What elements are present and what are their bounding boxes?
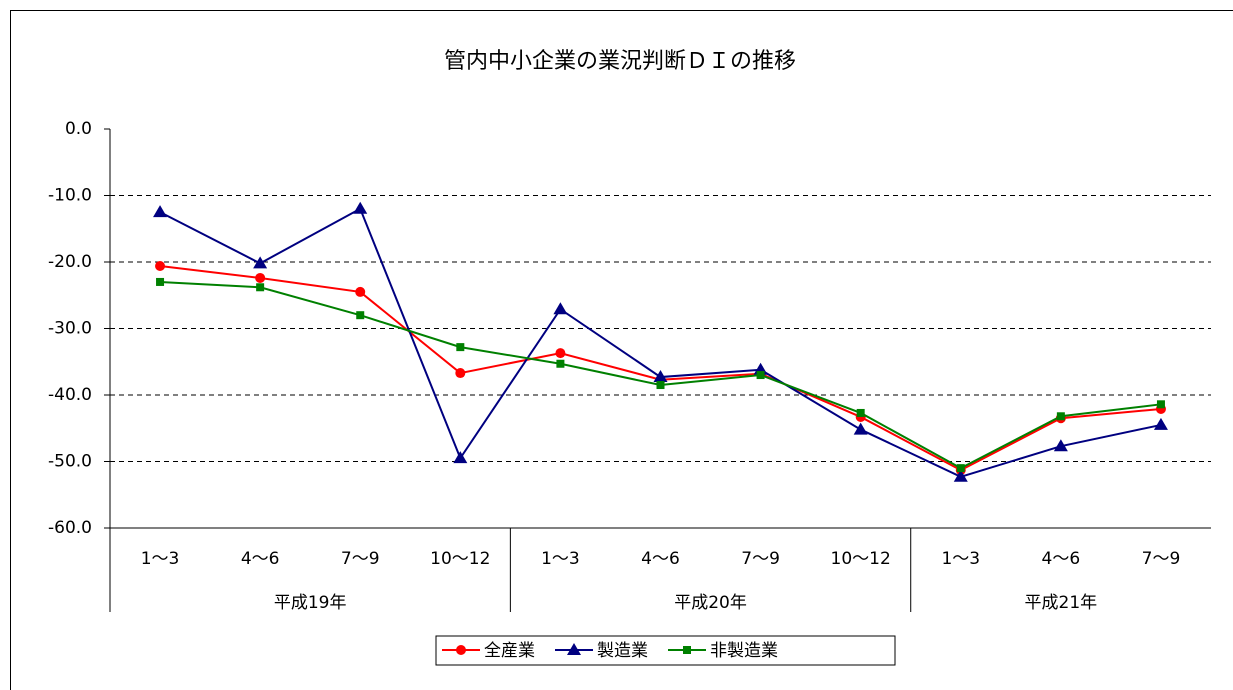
data-point [555,348,566,359]
x-tick-label: 1～3 [941,549,980,569]
legend-label: 全産業 [484,641,535,661]
data-point [153,205,168,218]
x-tick-label: 4～6 [1042,549,1081,569]
data-point [156,277,165,286]
x-tick-label: 10～12 [430,549,490,569]
data-point [853,422,868,435]
x-tick-label: 1～3 [541,549,580,569]
y-tick-label: -50.0 [48,452,92,472]
group-label: 平成20年 [674,593,747,613]
data-point [656,381,665,390]
x-tick-label: 7～9 [1142,549,1181,569]
data-point [1056,412,1065,421]
y-tick-label: -30.0 [48,319,92,339]
data-point [355,286,366,297]
x-tick-label: 7～9 [741,549,780,569]
data-point [453,451,468,464]
data-point [155,260,166,271]
data-point [253,256,268,269]
data-point [856,408,865,417]
y-tick-label: -60.0 [48,518,92,538]
x-tick-label: 4～6 [641,549,680,569]
legend-box [435,635,896,666]
x-tick-label: 7～9 [341,549,380,569]
data-point [1153,417,1168,430]
y-tick-label: -10.0 [48,186,92,206]
legend-label: 非製造業 [710,641,778,661]
chart-title: 管内中小企業の業況判断ＤＩの推移 [444,49,796,74]
group-label: 平成19年 [274,593,347,613]
data-point [956,464,965,473]
data-point [353,201,368,214]
x-tick-label: 1～3 [141,549,180,569]
data-point [556,359,565,368]
legend-marker [456,645,466,655]
data-point [255,272,266,283]
data-point [456,343,465,352]
data-point [1053,439,1068,452]
legend-marker [683,646,691,654]
data-point [553,302,568,315]
data-point [455,368,466,379]
y-tick-label: 0.0 [65,119,92,139]
data-point [756,371,765,380]
data-point [256,283,265,292]
legend-label: 製造業 [597,641,648,661]
legend-marker [567,643,581,655]
data-point [1156,400,1165,409]
x-tick-label: 10～12 [831,549,891,569]
data-point [653,370,668,383]
y-tick-label: -40.0 [48,385,92,405]
group-label: 平成21年 [1025,593,1098,613]
x-tick-label: 4～6 [241,549,280,569]
data-point [953,469,968,482]
y-tick-label: -20.0 [48,252,92,272]
data-point [356,311,365,320]
